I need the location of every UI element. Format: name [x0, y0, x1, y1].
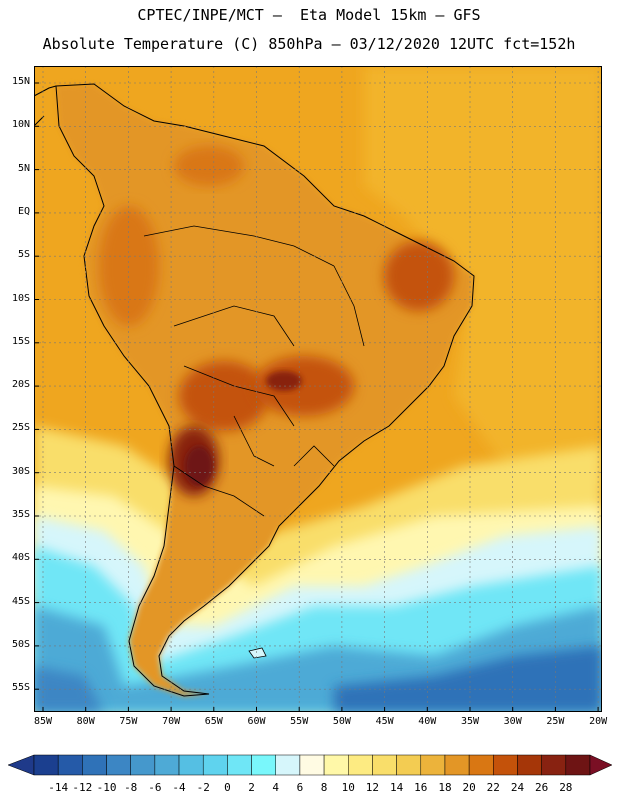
colorbar-swatch [130, 754, 156, 776]
falkland-islands [248, 647, 267, 659]
axis-ticks [34, 82, 599, 712]
colorbar-label: 0 [224, 781, 231, 794]
lon-tick-label: 20W [589, 716, 608, 727]
hot-core-deep-2 [266, 371, 302, 391]
colorbar-label: -2 [196, 781, 210, 794]
colorbar-swatch [82, 754, 107, 776]
colorbar-swatch [57, 754, 83, 776]
lon-tick-label: 65W [204, 716, 223, 727]
colorbar-swatch [202, 754, 228, 776]
colorbar-label: 4 [272, 781, 280, 794]
lon-tick-label: 40W [418, 716, 437, 727]
colorbar-swatch [348, 754, 373, 776]
lon-tick-label: 25W [546, 716, 565, 727]
lon-tick-label: 50W [332, 716, 351, 727]
lat-tick-label: 25S [11, 422, 30, 434]
central-america-coast [34, 85, 57, 127]
tropical-atlantic-field [364, 66, 602, 486]
colorbar [7, 754, 613, 776]
lat-tick-label: 10S [11, 292, 30, 304]
colorbar-swatch [517, 754, 542, 776]
colorbar-label: -4 [172, 781, 186, 794]
lon-tick-label: 75W [119, 716, 138, 727]
lat-tick-label: 15N [11, 76, 30, 87]
colorbar-swatch [106, 754, 131, 776]
hot-core-brazil-ne [384, 241, 454, 311]
colorbar-swatch [154, 754, 180, 776]
colorbar-label: -8 [124, 781, 138, 794]
map-title-line2: Absolute Temperature (C) 850hPa – 03/12/… [42, 35, 576, 53]
lon-tick-label: 70W [162, 716, 181, 727]
lon-tick-label: 85W [33, 716, 53, 727]
colorbar-swatch [396, 754, 422, 776]
colorbar-label: -6 [148, 781, 162, 794]
cold-air-deepest [334, 646, 602, 712]
colorbar-swatch [227, 754, 252, 776]
hot-core-deep [185, 446, 213, 486]
hot-core-andes-north [99, 206, 159, 326]
lat-tick-label: 20S [11, 379, 30, 391]
colorbar-swatch [178, 754, 204, 776]
colorbar-swatch [541, 754, 567, 776]
colorbar-swatch [565, 754, 591, 776]
lon-tick-label: 80W [76, 716, 95, 727]
lon-tick-label: 60W [247, 716, 266, 727]
colorbar-swatch [251, 754, 276, 776]
lat-tick-label: 15S [11, 335, 30, 347]
lat-tick-label: 50S [11, 638, 30, 650]
colorbar-swatch [323, 754, 349, 776]
map-frame [34, 66, 602, 712]
lat-tick-label: 40S [11, 552, 30, 564]
colorbar-label: 22 [486, 781, 500, 794]
colorbar-swatch [275, 754, 301, 776]
lat-tick-label: 30S [11, 465, 30, 477]
lat-tick-label: 10N [11, 119, 30, 131]
hot-core-venezuela [174, 146, 244, 186]
colorbar-label: 14 [389, 781, 404, 794]
colorbar-swatch [444, 754, 470, 776]
colorbar-label: 2 [248, 781, 255, 794]
lat-tick-label: EQ [17, 205, 30, 217]
map-title-line1: CPTEC/INPE/MCT – Eta Model 15km – GFS [137, 6, 481, 24]
colorbar-swatch [493, 754, 518, 776]
colorbar-label: 24 [510, 781, 525, 794]
lon-tick-label: 55W [290, 716, 309, 727]
lat-tick-label: 5S [17, 249, 30, 261]
lat-tick-label: 45S [11, 595, 30, 607]
colorbar-label: 12 [365, 781, 380, 794]
lat-tick-label: 55S [11, 682, 30, 694]
lon-tick-label: 30W [503, 716, 522, 727]
colorbar-above-arrow [589, 754, 613, 776]
lon-tick-label: 35W [460, 716, 480, 727]
temperature-map [34, 66, 602, 712]
hot-core-chaco [179, 361, 269, 431]
colorbar-label: -14 [48, 781, 69, 794]
colorbar-label: 8 [320, 781, 328, 794]
colorbar-label: 20 [462, 781, 476, 794]
colorbar-label: 18 [438, 781, 452, 794]
colorbar-swatch [33, 754, 59, 776]
colorbar-swatch [299, 754, 325, 776]
colorbar-label: -12 [72, 781, 93, 794]
country-borders [143, 225, 365, 517]
colorbar-below-arrow [7, 754, 35, 776]
colorbar-label: 6 [296, 781, 304, 794]
colorbar-swatch [372, 754, 397, 776]
colorbar-label: 16 [414, 781, 428, 794]
colorbar-label: 10 [341, 781, 355, 794]
lat-tick-label: 5N [17, 162, 30, 174]
lon-tick-label: 45W [375, 716, 394, 727]
colorbar-label: 28 [559, 781, 573, 794]
colorbar-label: -10 [96, 781, 117, 794]
colorbar-swatch [420, 754, 446, 776]
lat-tick-label: 35S [11, 509, 30, 520]
colorbar-label: 26 [535, 781, 549, 794]
colorbar-swatch [468, 754, 494, 776]
